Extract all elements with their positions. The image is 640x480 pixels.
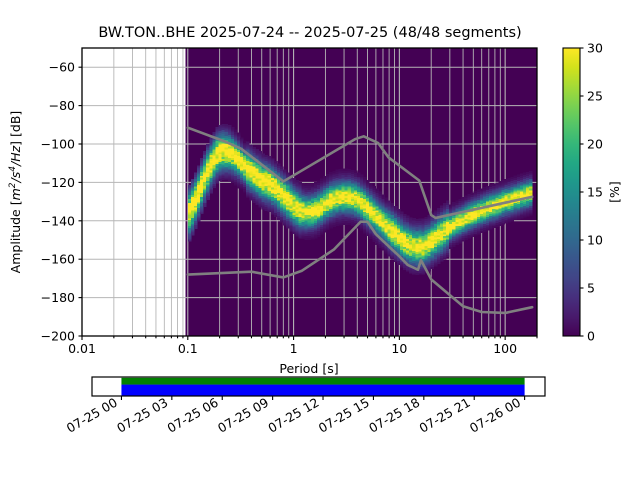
colorbar-gradient	[563, 48, 580, 336]
y-tick-label: −140	[41, 213, 75, 228]
colorbar-ticks: 0 5 10 15 20 25 30	[580, 41, 603, 344]
noise-model-nhnm	[186, 126, 534, 220]
x-axis-ticks: 0.01 0.1 1 10 100	[68, 336, 538, 356]
y-tick-label: −180	[41, 290, 75, 305]
y-tick-label: −120	[41, 175, 75, 190]
colorbar-tick-label: 25	[587, 89, 603, 104]
x-tick-label: 0.1	[178, 341, 198, 356]
colorbar: 0 5 10 15 20 25 30 [%]	[562, 41, 622, 344]
noise-model-nlnm	[186, 220, 534, 315]
y-tick-label: −100	[41, 137, 75, 152]
colorbar-tick-label: 15	[587, 185, 603, 200]
y-tick-label: −60	[49, 60, 75, 75]
colorbar-label: [%]	[607, 181, 622, 203]
y-tick-label: −80	[49, 98, 75, 113]
grid-major	[81, 48, 537, 336]
y-tick-label: −200	[41, 329, 75, 344]
x-tick-label: 100	[493, 341, 517, 356]
y-axis-ticks: −60 −80 −100 −120 −140 −160 −180 −200	[41, 60, 82, 344]
x-tick-label: 10	[391, 341, 407, 356]
main-axes: −60 −80 −100 −120 −140 −160 −180 −200 0.01 0.1 1 1…	[8, 47, 538, 376]
coverage-frame	[91, 376, 546, 397]
axes-frame	[81, 47, 538, 337]
x-tick-label: 1	[290, 341, 298, 356]
x-axis-label: Period [s]	[279, 361, 338, 376]
colorbar-tick-label: 30	[587, 41, 603, 56]
colorbar-tick-label: 20	[587, 137, 603, 152]
data-bar	[121, 384, 525, 396]
y-tick-label: −160	[41, 252, 75, 267]
colorbar-tick-label: 10	[587, 233, 603, 248]
segments-bar	[121, 377, 525, 385]
noise-model-curves	[186, 126, 534, 315]
colorbar-tick-label: 5	[587, 281, 595, 296]
y-axis-label: Amplitude [m2/s4/Hz] [dB]	[8, 111, 23, 274]
x-tick-label: 0.01	[68, 341, 96, 356]
coverage-bars	[121, 377, 525, 396]
colorbar-tick-label: 0	[587, 329, 595, 344]
page-title: BW.TON..BHE 2025-07-24 -- 2025-07-25 (48…	[98, 25, 521, 41]
